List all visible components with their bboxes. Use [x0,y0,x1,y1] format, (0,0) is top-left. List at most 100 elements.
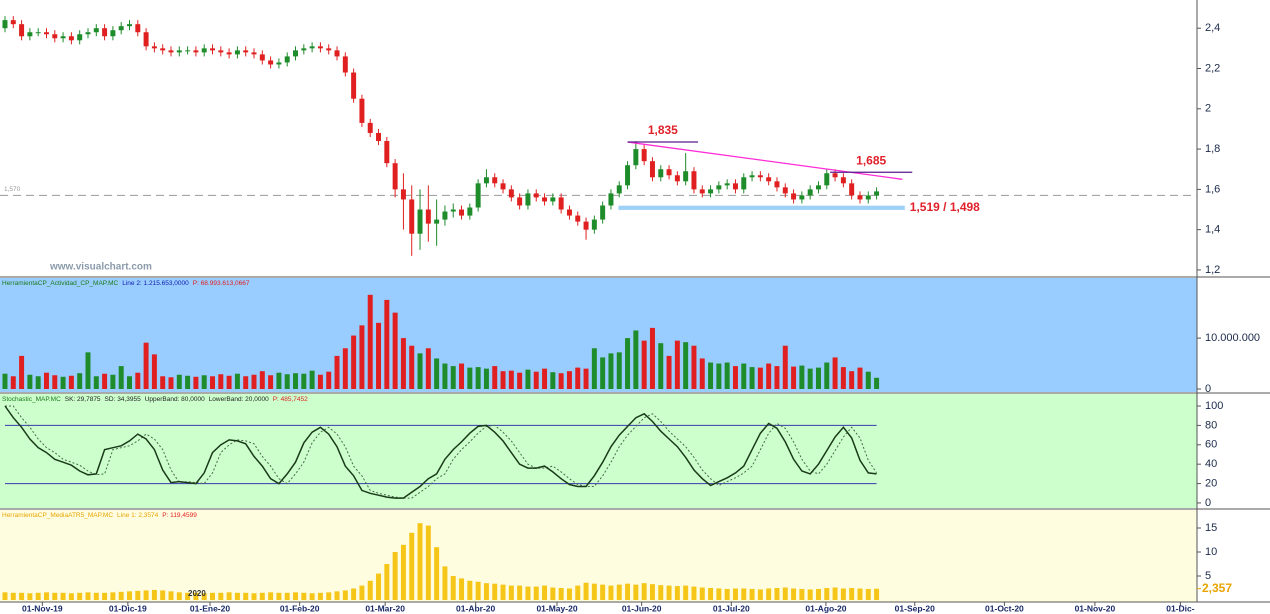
y-tick-label: 0 [1205,497,1211,509]
panel-backgrounds [0,278,1197,602]
bar [259,592,265,600]
candle-body [93,28,99,33]
bar [616,584,622,600]
candle-body [2,20,8,29]
bar [508,585,514,600]
bar [649,327,655,389]
bar [52,375,58,389]
bar [210,376,215,389]
bar [508,370,514,389]
bar [384,564,390,600]
bar [566,588,572,600]
bar [127,591,132,600]
candle-body [400,189,406,200]
bar [201,593,207,600]
bar [425,348,431,389]
bar [118,366,124,389]
bar [483,368,489,389]
candle-body [185,50,191,52]
candle-body [143,32,149,47]
bar [459,363,465,389]
bar [741,363,747,389]
candle-body [782,187,788,194]
bar [475,367,481,389]
y-tick-label: 2 [1205,103,1211,115]
bar [857,367,863,389]
x-tick-label: 01-Mar-20 [365,603,405,613]
bar [699,358,705,389]
bar [143,342,149,389]
bar [666,585,672,600]
bar [35,376,41,389]
stochastic-line [4,405,877,499]
candle-body [342,56,348,73]
bar [699,587,705,600]
bar [251,593,257,600]
bar [724,362,730,389]
panel-header: HerramientaCP_Actividad_CP_MAP.MC Line 2:… [2,280,250,287]
bar [550,587,556,600]
bar [434,358,440,389]
y-tick-label: 2,2 [1205,62,1220,74]
bar [467,580,473,600]
candle-body [243,50,249,53]
bar [85,592,91,600]
bar [326,371,332,389]
bar [434,547,440,600]
bar [226,592,232,600]
bar [301,592,307,600]
bar [683,585,689,600]
bar [185,592,191,600]
header-part: P: 119,4599 [162,512,197,519]
bar [376,573,382,600]
bar [625,338,631,389]
bar [176,374,182,389]
bar [193,592,199,600]
bar [77,373,83,389]
candle-body [815,185,821,190]
bar [226,375,232,389]
bar [832,357,838,389]
candle-body [857,195,863,200]
bar [641,340,647,389]
x-tick-label: 01-Jun-20 [622,603,662,613]
bar [807,589,813,600]
candle-body [575,215,581,222]
y-tick-label: 1,4 [1205,224,1220,236]
bar [732,588,738,600]
watermark: www.visualchart.com [49,262,152,273]
candle-body [849,183,855,196]
bar [218,592,224,600]
bar [243,376,249,389]
bar [550,372,556,389]
bar [218,374,224,389]
bar [151,589,157,600]
bar [409,532,415,600]
bar [608,353,614,389]
bar [342,348,348,389]
bar [293,592,299,600]
candle-body [442,211,448,220]
bar [168,377,174,389]
panel-background [0,394,1197,508]
bar [815,588,821,600]
bar [309,370,315,389]
candle-body [425,209,431,224]
candle-body [583,221,589,230]
bar [558,588,564,600]
header-part: Stochastic_MAP.MC [2,396,61,403]
candle-body [409,199,415,234]
panel-background [0,510,1197,602]
candle-body [649,161,655,178]
bar [782,587,788,600]
bar [351,335,357,389]
bar [766,363,772,389]
candle-body [608,193,614,206]
bar [27,374,33,389]
bar [467,367,473,389]
bar [43,372,49,389]
candle-body [234,50,240,55]
y-tick-label: 1,8 [1205,143,1220,155]
candle-body [865,195,871,200]
